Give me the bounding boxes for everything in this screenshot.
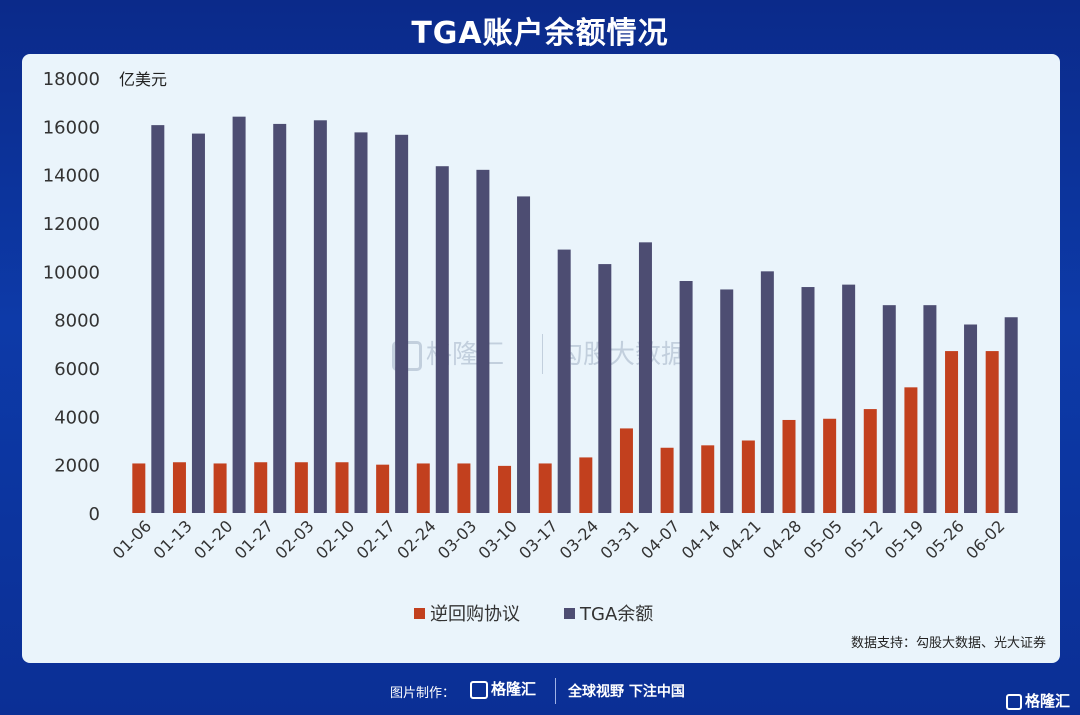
bar-chart: 0 2000 4000 6000 8000 10000 12000 14000 16000 180…: [43, 69, 1018, 625]
y-tick-label: 6000: [54, 359, 100, 380]
brand-logo-icon: [470, 680, 488, 699]
chart-panel: 格隆汇 勾股大数据 0 2000 4000 6000 8000 10000 12000 140…: [22, 54, 1060, 663]
bar-repo: [782, 419, 796, 513]
bar-repo: [701, 445, 715, 513]
bar-tga: [679, 281, 693, 513]
bar-repo: [823, 418, 837, 513]
x-tick-label: 03-17: [515, 516, 561, 562]
bar-repo: [498, 465, 512, 513]
corner-brand-text: 格隆汇: [1024, 692, 1070, 710]
bar-tga: [191, 133, 205, 513]
bar-tga: [476, 169, 490, 513]
bar-repo: [619, 428, 633, 513]
bar-repo: [457, 463, 471, 513]
x-tick-label: 06-02: [962, 516, 1008, 562]
y-tick-label: 14000: [43, 166, 100, 187]
x-tick-label: 05-05: [800, 516, 846, 562]
bar-tga: [517, 196, 531, 513]
bar-tga: [1004, 317, 1018, 513]
legend-label: TGA余额: [579, 604, 653, 625]
bar-tga: [964, 324, 978, 513]
footer-credit: 图片制作：: [390, 686, 456, 701]
legend-swatch: [564, 608, 575, 619]
legend-swatch: [414, 608, 425, 619]
y-tick-label: 12000: [43, 214, 100, 235]
y-tick-label: 8000: [54, 311, 100, 332]
bar-tga: [720, 289, 734, 513]
x-tick-label: 02-24: [393, 516, 439, 562]
bar-repo: [132, 463, 146, 513]
bar-repo: [985, 351, 999, 513]
bar-tga: [313, 120, 327, 514]
bar-repo: [863, 409, 877, 513]
y-tick-label: 2000: [54, 456, 100, 477]
x-tick-label: 01-06: [109, 516, 155, 562]
bar-tga: [923, 305, 937, 513]
bar-tga: [638, 242, 652, 514]
bar-tga: [598, 264, 612, 513]
footer-brand-text: 格隆汇: [491, 680, 537, 698]
bar-repo: [294, 462, 308, 513]
y-axis-unit-label: 亿美元: [119, 70, 167, 89]
bar-tga: [232, 116, 246, 513]
bar-repo: [538, 463, 552, 513]
bar-repo: [660, 447, 674, 513]
bar-repo: [741, 440, 755, 513]
bar-repo: [213, 463, 227, 513]
bar-tga: [760, 271, 774, 513]
corner-logo-icon: [1005, 693, 1022, 710]
bar-tga: [395, 134, 409, 513]
x-tick-label: 02-03: [271, 516, 317, 562]
bar-repo: [254, 462, 268, 513]
legend-label: 逆回购协议: [430, 604, 520, 625]
x-tick-label: 02-10: [312, 516, 358, 562]
bar-tga: [882, 305, 896, 513]
x-tick-label: 04-07: [637, 516, 683, 562]
x-tick-label: 01-20: [190, 516, 236, 562]
x-tick-label: 01-13: [149, 516, 195, 562]
bar-tga: [354, 132, 368, 513]
bar-tga: [801, 287, 815, 513]
bar-tga: [842, 284, 856, 513]
y-tick-label: 10000: [43, 262, 100, 283]
bar-repo: [172, 462, 186, 513]
bar-repo: [579, 457, 593, 513]
bar-repo: [416, 463, 430, 513]
footer-brand: 格隆汇: [470, 678, 536, 699]
watermark-right-text: 勾股大数据: [557, 340, 688, 370]
y-tick-label: 0: [89, 504, 100, 525]
x-tick-label: 04-21: [718, 516, 764, 562]
x-tick-label: 05-12: [840, 516, 886, 562]
footer-divider: [555, 678, 556, 704]
x-tick-label: 01-27: [231, 516, 277, 562]
x-tick-label: 03-03: [434, 516, 480, 562]
bar-tga: [557, 249, 571, 514]
bar-tga: [435, 166, 449, 513]
footer: 图片制作： 格隆汇 全球视野 下注中国: [0, 676, 1080, 706]
y-tick-label: 18000: [43, 69, 100, 90]
bar-tga: [273, 123, 287, 514]
x-tick-label: 03-10: [475, 516, 521, 562]
source-note: 数据支持：勾股大数据、光大证券: [850, 636, 1046, 651]
y-tick-label: 4000: [54, 407, 100, 428]
x-tick-label: 05-19: [881, 516, 927, 562]
y-tick-label: 16000: [43, 117, 100, 138]
x-tick-label: 04-14: [678, 516, 724, 562]
bar-repo: [945, 351, 959, 513]
x-tick-label: 05-26: [922, 516, 968, 562]
bar-tga: [151, 125, 165, 513]
watermark-divider: [542, 334, 543, 374]
x-tick-label: 02-17: [353, 516, 399, 562]
x-tick-label: 03-24: [556, 516, 602, 562]
bar-repo: [376, 464, 390, 513]
bar-repo: [904, 387, 918, 513]
x-tick-label: 04-28: [759, 516, 805, 562]
corner-brand: 格隆汇: [1005, 690, 1070, 711]
chart-title: TGA账户余额情况: [411, 16, 669, 51]
footer-slogan: 全球视野 下注中国: [568, 684, 685, 700]
bar-repo: [335, 462, 349, 513]
x-tick-label: 03-31: [596, 516, 642, 562]
